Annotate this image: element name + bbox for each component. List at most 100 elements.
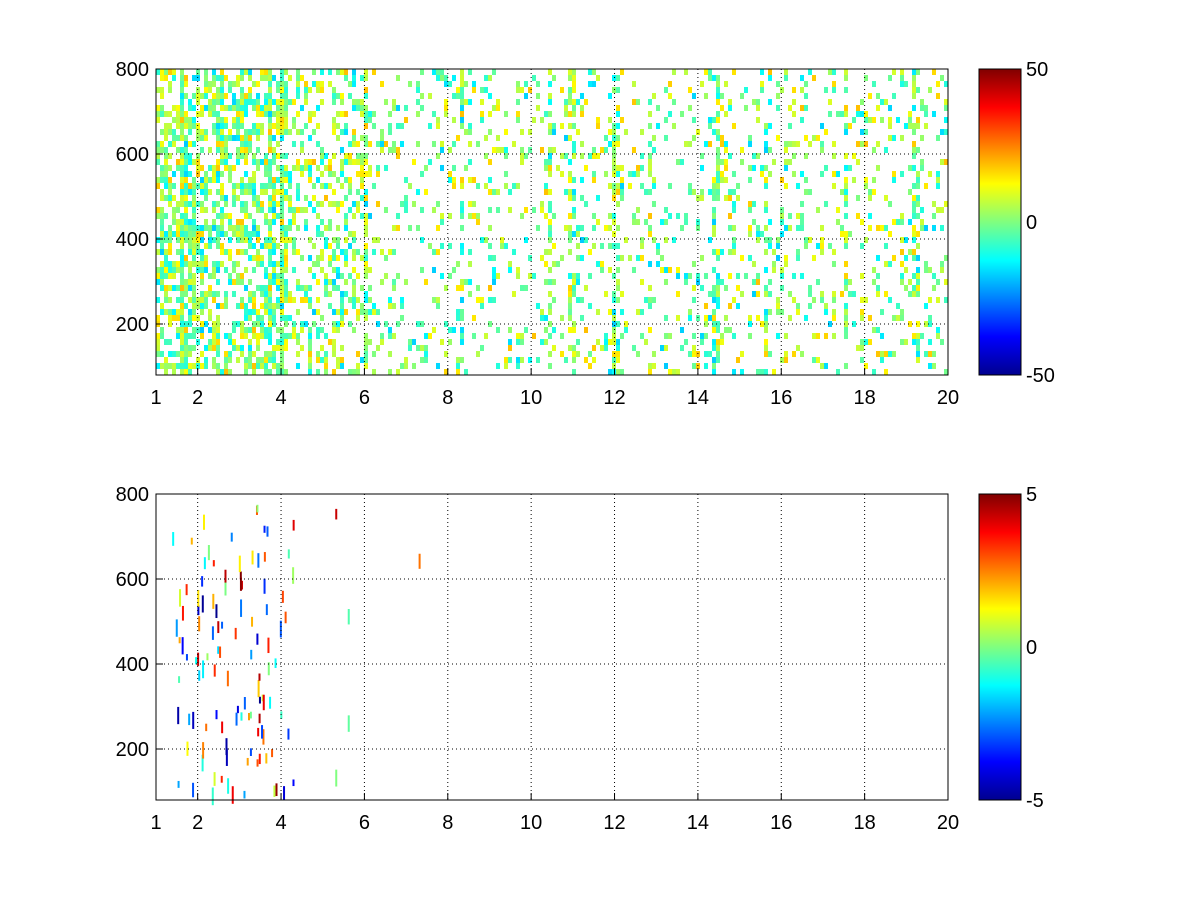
- heatmap-cell: [284, 339, 288, 345]
- heatmap-cell: [268, 261, 272, 267]
- heatmap-cell: [172, 135, 176, 141]
- heatmap-cell: [364, 315, 368, 321]
- heatmap-cell: [240, 333, 244, 339]
- heatmap-cell: [804, 189, 808, 195]
- heatmap-cell: [268, 315, 272, 321]
- heatmap-cell: [756, 99, 760, 105]
- heatmap-cell: [780, 273, 784, 279]
- heatmap-cell: [264, 267, 268, 273]
- heatmap-cell: [288, 237, 292, 243]
- heatmap-cell: [268, 99, 272, 105]
- heatmap-cell: [616, 285, 620, 291]
- heatmap-cell: [700, 285, 704, 291]
- heatmap-cell: [168, 141, 172, 147]
- heatmap-cell: [172, 105, 176, 111]
- heatmap-cell: [272, 345, 276, 351]
- heatmap-cell: [460, 201, 464, 207]
- heatmap-cell: [256, 159, 260, 165]
- heatmap-cell: [520, 339, 524, 345]
- heatmap-cell: [776, 243, 780, 249]
- heatmap-cell: [580, 195, 584, 201]
- heatmap-cell: [364, 297, 368, 303]
- heatmap-cell: [336, 273, 340, 279]
- heatmap-cell: [272, 243, 276, 249]
- heatmap-cell: [208, 81, 212, 87]
- heatmap-cell: [265, 604, 268, 616]
- heatmap-cell: [280, 225, 284, 231]
- heatmap-cell: [212, 333, 216, 339]
- heatmap-cell: [188, 141, 192, 147]
- heatmap-cell: [239, 577, 242, 591]
- heatmap-cell: [332, 321, 336, 327]
- heatmap-cell: [500, 237, 504, 243]
- heatmap-cell: [332, 339, 336, 345]
- heatmap-cell: [236, 237, 240, 243]
- heatmap-cell: [216, 75, 220, 81]
- heatmap-cell: [604, 225, 608, 231]
- heatmap-cell: [568, 303, 572, 309]
- heatmap-cell: [164, 69, 168, 75]
- heatmap-cell: [844, 189, 848, 195]
- heatmap-cell: [800, 117, 804, 123]
- heatmap-cell: [200, 261, 204, 267]
- heatmap-cell: [524, 327, 528, 333]
- heatmap-cell: [200, 93, 204, 99]
- heatmap-cell: [188, 273, 192, 279]
- heatmap-cell: [716, 339, 720, 345]
- heatmap-cell: [716, 147, 720, 153]
- heatmap-cell: [456, 369, 460, 375]
- heatmap-cell: [572, 351, 576, 357]
- heatmap-cell: [180, 255, 184, 261]
- heatmap-cell: [864, 177, 868, 183]
- heatmap-cell: [808, 237, 812, 243]
- heatmap-cell: [332, 255, 336, 261]
- heatmap-cell: [202, 660, 205, 679]
- heatmap-cell: [160, 363, 164, 369]
- heatmap-cell: [416, 81, 420, 87]
- heatmap-cell: [168, 243, 172, 249]
- heatmap-cell: [184, 165, 188, 171]
- heatmap-cell: [208, 147, 212, 153]
- colorbar-tick-label: -50: [1026, 365, 1055, 387]
- heatmap-cell: [888, 261, 892, 267]
- heatmap-cell: [424, 357, 428, 363]
- heatmap-cell: [460, 225, 464, 231]
- heatmap-cell: [336, 327, 340, 333]
- heatmap-cell: [256, 339, 260, 345]
- heatmap-cell: [900, 339, 904, 345]
- heatmap-cell: [332, 267, 336, 273]
- heatmap-cell: [192, 297, 196, 303]
- heatmap-cell: [760, 87, 764, 93]
- heatmap-cell: [356, 105, 360, 111]
- heatmap-cell: [284, 261, 288, 267]
- heatmap-cell: [224, 201, 228, 207]
- heatmap-cell: [552, 129, 556, 135]
- heatmap-cell: [572, 285, 576, 291]
- heatmap-cell: [268, 327, 272, 333]
- heatmap-cell: [332, 99, 336, 105]
- heatmap-cell: [168, 285, 172, 291]
- heatmap-cell: [284, 153, 288, 159]
- heatmap-cell: [200, 183, 204, 189]
- heatmap-cell: [464, 99, 468, 105]
- heatmap-cell: [268, 81, 272, 87]
- heatmap-cell: [236, 99, 240, 105]
- heatmap-cell: [740, 369, 744, 375]
- heatmap-cell: [876, 291, 880, 297]
- heatmap-cell: [440, 69, 444, 75]
- heatmap-cell: [652, 201, 656, 207]
- heatmap-cell: [164, 255, 168, 261]
- heatmap-cell: [416, 225, 420, 231]
- heatmap-cell: [616, 135, 620, 141]
- heatmap-cell: [284, 611, 287, 624]
- heatmap-cell: [508, 261, 512, 267]
- heatmap-cell: [768, 219, 772, 225]
- heatmap-cell: [230, 532, 233, 542]
- heatmap-cell: [324, 237, 328, 243]
- heatmap-cell: [488, 189, 492, 195]
- heatmap-cell: [221, 621, 224, 629]
- heatmap-cell: [764, 129, 768, 135]
- heatmap-cell: [468, 123, 472, 129]
- heatmap-cell: [180, 165, 184, 171]
- heatmap-cell: [944, 279, 948, 285]
